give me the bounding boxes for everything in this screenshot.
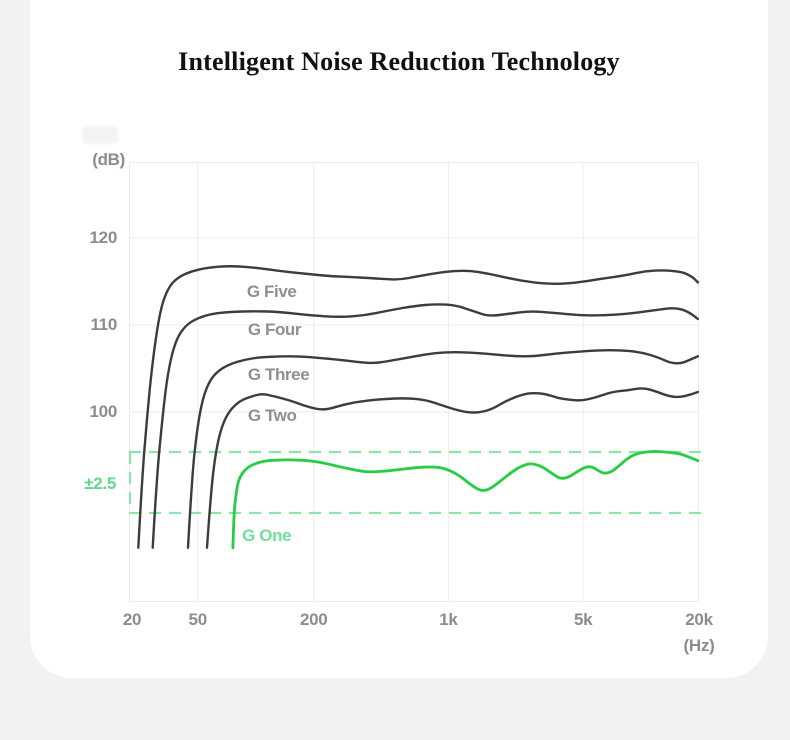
series-label-g-four: G Four [247,320,302,340]
x-axis-unit-label: (Hz) [683,636,715,655]
series-label-g-one: G One [242,526,292,546]
watermark-smudge [82,126,118,144]
curve-g-four [151,303,700,549]
x-tick-label: 1k [439,610,458,629]
chart-canvas [128,162,702,602]
series-label-g-three: G Three [247,364,310,384]
tolerance-label: ±2.5 [84,474,116,494]
x-tick-label: 5k [573,610,593,629]
frequency-response-chart [128,162,702,602]
y-tick-label: 110 [90,315,117,334]
x-tick-label: 20 [122,610,142,629]
y-tick-label: 120 [89,228,118,247]
curve-g-one [231,449,700,550]
series-label-g-five: G Five [246,281,297,301]
content-card: Intelligent Noise Reduction Technology (… [30,0,768,678]
y-tick-label: 100 [89,402,118,421]
x-tick-label: 20k [685,610,713,629]
curve-g-five [137,265,700,549]
x-tick-label: 50 [188,610,208,629]
x-tick-label: 200 [299,610,328,629]
page-title: Intelligent Noise Reduction Technology [178,47,620,76]
curve-g-three [186,349,700,549]
curve-g-two [205,387,700,549]
series-label-g-two: G Two [247,406,297,426]
y-axis-unit-label: (dB) [92,150,125,169]
